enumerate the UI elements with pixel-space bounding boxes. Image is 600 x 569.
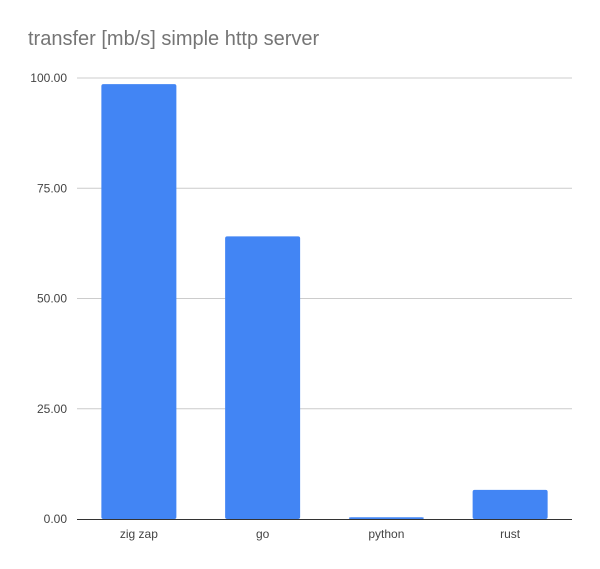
chart-title: transfer [mb/s] simple http server bbox=[28, 28, 320, 50]
x-tick-label: go bbox=[256, 527, 270, 541]
bar-zig-zap bbox=[101, 84, 177, 519]
x-tick-label: python bbox=[368, 527, 404, 541]
y-tick-label: 0.00 bbox=[44, 512, 68, 526]
bar-rust bbox=[472, 489, 548, 519]
y-tick-label: 75.00 bbox=[37, 181, 67, 195]
y-tick-label: 50.00 bbox=[37, 292, 67, 306]
y-tick-label: 100.00 bbox=[30, 71, 67, 85]
bar-python bbox=[348, 517, 424, 519]
y-tick-label: 25.00 bbox=[37, 402, 67, 416]
bar-go bbox=[225, 236, 301, 519]
x-tick-label: rust bbox=[500, 527, 521, 541]
x-tick-label: zig zap bbox=[120, 527, 158, 541]
